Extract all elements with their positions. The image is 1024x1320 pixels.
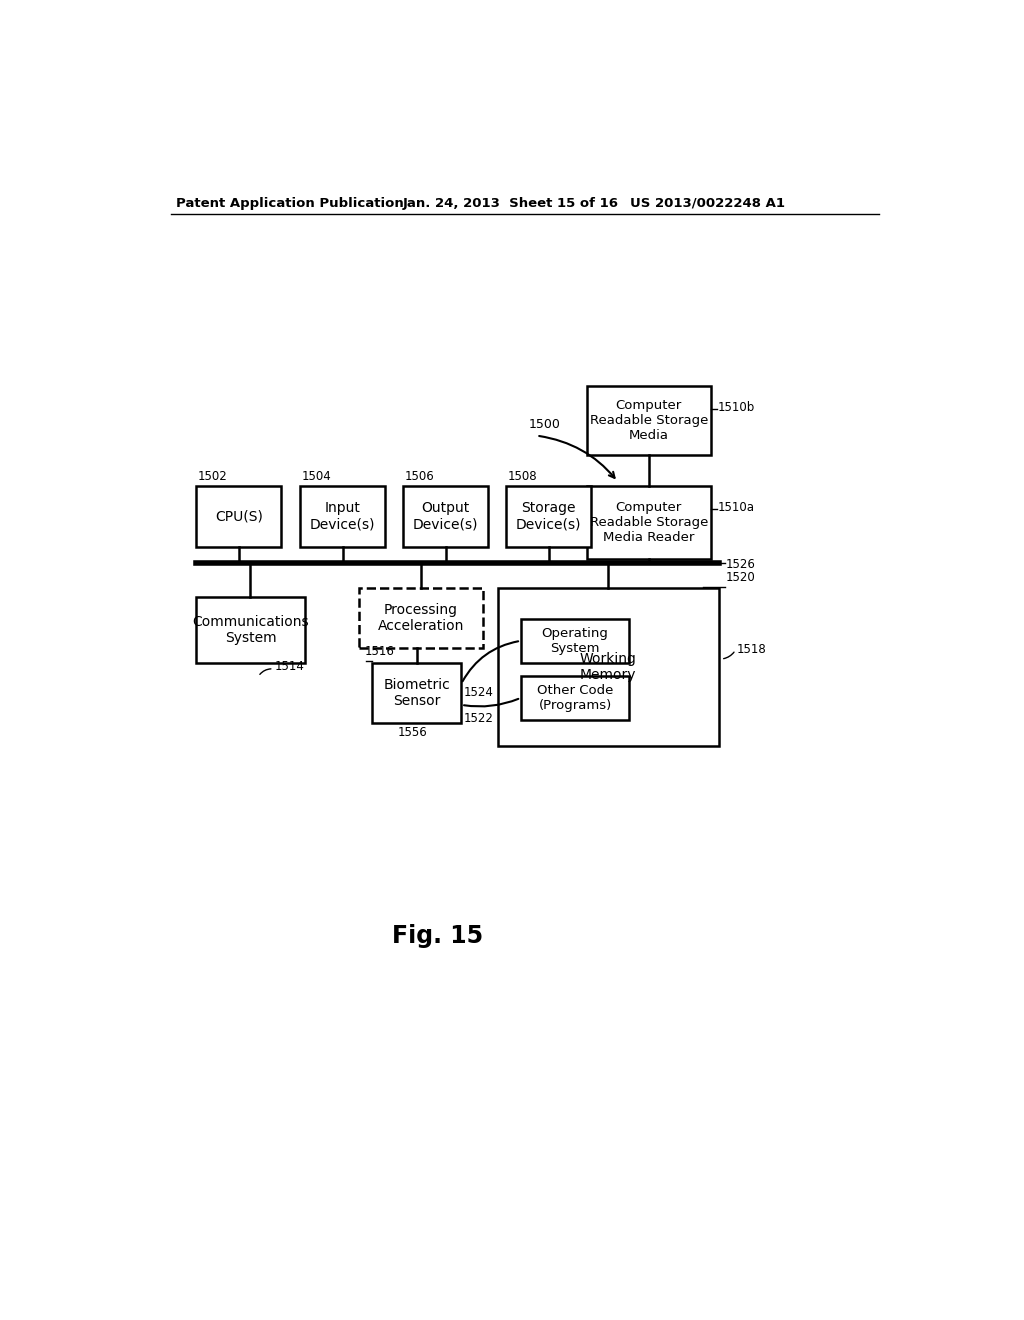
Text: 1510b: 1510b xyxy=(718,400,755,413)
Text: 1522: 1522 xyxy=(464,713,494,726)
Text: 1502: 1502 xyxy=(198,470,227,483)
Bar xyxy=(197,486,282,548)
Text: 1524: 1524 xyxy=(464,686,494,700)
Bar xyxy=(587,486,711,558)
Text: Working
Memory: Working Memory xyxy=(580,652,637,682)
Text: Biometric
Sensor: Biometric Sensor xyxy=(383,677,451,708)
Text: US 2013/0022248 A1: US 2013/0022248 A1 xyxy=(630,197,785,210)
Text: 1556: 1556 xyxy=(398,726,428,739)
Text: 1514: 1514 xyxy=(274,660,304,673)
Text: Computer
Readable Storage
Media: Computer Readable Storage Media xyxy=(590,399,708,442)
Text: 1504: 1504 xyxy=(302,470,332,483)
Text: 1520: 1520 xyxy=(726,570,756,583)
Text: CPU(S): CPU(S) xyxy=(215,510,263,524)
Bar xyxy=(359,589,483,648)
Text: 1526: 1526 xyxy=(726,557,756,570)
Text: 1506: 1506 xyxy=(404,470,434,483)
Text: Input
Device(s): Input Device(s) xyxy=(310,502,376,532)
Text: Jan. 24, 2013  Sheet 15 of 16: Jan. 24, 2013 Sheet 15 of 16 xyxy=(403,197,620,210)
Text: 1516: 1516 xyxy=(365,645,394,659)
Text: Patent Application Publication: Patent Application Publication xyxy=(176,197,403,210)
Text: Storage
Device(s): Storage Device(s) xyxy=(516,502,582,532)
Bar xyxy=(197,597,305,663)
Text: 1510a: 1510a xyxy=(718,500,755,513)
Text: Processing
Acceleration: Processing Acceleration xyxy=(378,603,464,634)
Text: Computer
Readable Storage
Media Reader: Computer Readable Storage Media Reader xyxy=(590,500,708,544)
Bar xyxy=(506,486,592,548)
Text: Fig. 15: Fig. 15 xyxy=(392,924,483,948)
Bar xyxy=(587,385,711,455)
Bar xyxy=(372,663,461,723)
Text: Communications
System: Communications System xyxy=(193,615,309,645)
Text: Other Code
(Programs): Other Code (Programs) xyxy=(537,684,613,711)
Bar xyxy=(403,486,488,548)
Text: 1500: 1500 xyxy=(528,417,560,430)
Text: Operating
System: Operating System xyxy=(542,627,608,655)
Text: Output
Device(s): Output Device(s) xyxy=(413,502,478,532)
Text: 1508: 1508 xyxy=(508,470,538,483)
Bar xyxy=(498,589,719,746)
Text: 1518: 1518 xyxy=(737,643,767,656)
Bar xyxy=(300,486,385,548)
Bar xyxy=(521,619,630,663)
Bar xyxy=(521,676,630,719)
